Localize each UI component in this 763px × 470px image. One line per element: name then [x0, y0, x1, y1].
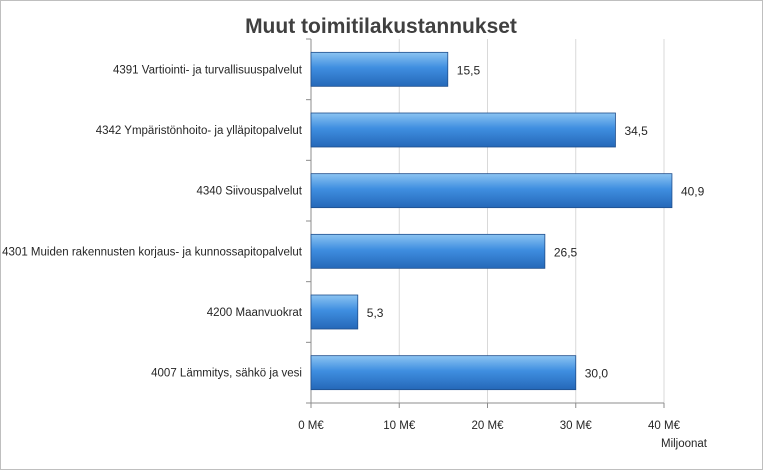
category-label-3: 4301 Muiden rakennusten korjaus- ja kunn… [2, 246, 303, 258]
data-label-5: 30,0 [585, 367, 609, 381]
bars [310, 51, 673, 391]
data-label-1: 34,5 [624, 124, 648, 138]
data-label-4: 5,3 [367, 306, 384, 320]
x-tick-label-20: 20 M€ [472, 420, 505, 432]
category-label-0: 4391 Vartiointi- ja turvallisuuspalvelut [113, 64, 303, 76]
data-labels: 15,5 34,5 40,9 26,5 5,3 30,0 [367, 63, 705, 380]
x-tick-label-10: 10 M€ [383, 420, 416, 432]
gridlines [306, 38, 665, 408]
x-tick-label-30: 30 M€ [560, 420, 593, 432]
x-axis-tick-labels: 0 M€ 10 M€ 20 M€ 30 M€ 40 M€ [298, 420, 680, 432]
bar-2 [310, 173, 673, 209]
bar-3 [310, 233, 546, 269]
category-label-5: 4007 Lämmitys, sähkö ja vesi [151, 368, 302, 380]
bar-0 [310, 51, 449, 87]
category-label-1: 4342 Ympäristönhoito- ja ylläpitopalvelu… [96, 125, 303, 137]
data-label-0: 15,5 [457, 63, 481, 77]
category-label-4: 4200 Maanvuokrat [207, 307, 303, 319]
x-axis-unit-label: Miljoonat [661, 438, 708, 450]
bar-5 [310, 355, 577, 391]
data-label-3: 26,5 [554, 245, 578, 259]
x-tick-label-0: 0 M€ [298, 420, 324, 432]
bar-4 [310, 294, 359, 330]
data-label-2: 40,9 [681, 185, 705, 199]
bar-1 [310, 112, 616, 148]
category-label-2: 4340 Siivouspalvelut [197, 186, 303, 198]
x-tick-label-40: 40 M€ [648, 420, 681, 432]
chart-title: Muut toimitilakustannukset [245, 15, 517, 38]
category-labels: 4391 Vartiointi- ja turvallisuuspalvelut… [2, 64, 303, 379]
